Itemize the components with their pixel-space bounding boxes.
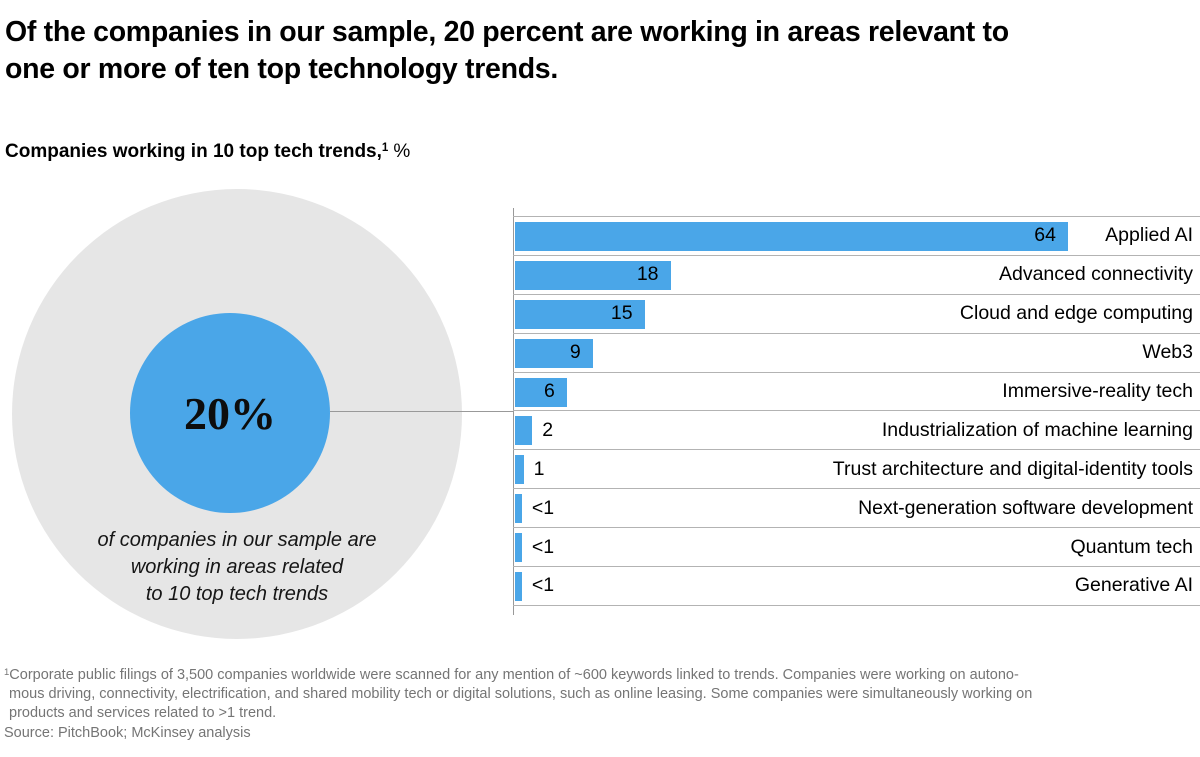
footnote-line-2: mous driving, connectivity, electrificat… xyxy=(9,686,1033,703)
bar xyxy=(515,299,645,329)
chart-row: 1 Trust architecture and digital-identity… xyxy=(513,449,1200,488)
highlight-caption: of companies in our sample are working i… xyxy=(72,527,402,608)
bar-category-label: Cloud and edge computing xyxy=(959,302,1193,325)
bar-value-label: 15 xyxy=(610,302,633,325)
bar-category-label: Advanced connectivity xyxy=(998,263,1193,286)
bar xyxy=(515,494,522,524)
bar-category-label: Immersive-reality tech xyxy=(1002,380,1193,402)
bar xyxy=(515,222,1068,251)
bar-category-label: Next-generation software development xyxy=(858,496,1193,519)
chart-row: 15 Cloud and edge computing xyxy=(513,293,1200,333)
y-axis-line xyxy=(513,208,514,615)
subtitle-unit: % xyxy=(393,141,411,162)
bar-value-label: <1 xyxy=(531,496,555,519)
footnote-line-3: products and services related to >1 tren… xyxy=(9,705,277,722)
chart-row: 64 Applied AI xyxy=(513,216,1200,255)
bar-chart: 64 Applied AI 18 Advanced connectivity 15 Clo… xyxy=(513,208,1200,615)
bar xyxy=(515,572,522,602)
chart-rows: 64 Applied AI 18 Advanced connectivity 15 Clo… xyxy=(513,216,1200,606)
bar-value-label: 6 xyxy=(543,380,555,402)
caption-line-2: working in areas related xyxy=(130,556,344,578)
bar xyxy=(515,416,533,446)
title-line-2: one or more of ten top technology trends… xyxy=(5,53,558,85)
bar-category-label: Quantum tech xyxy=(1070,535,1193,558)
bar xyxy=(515,338,593,368)
caption-line-1: of companies in our sample are xyxy=(97,529,377,551)
bar xyxy=(515,455,524,485)
chart-row: 2 Industrialization of machine learning xyxy=(513,410,1200,449)
bar xyxy=(515,533,522,563)
bar-category-label: Web3 xyxy=(1142,341,1193,364)
title-line-1: Of the companies in our sample, 20 perce… xyxy=(5,16,1009,48)
footnote: 1Corporate public filings of 3,500 compa… xyxy=(4,663,1032,743)
chart-row: <1 Quantum tech xyxy=(513,527,1200,566)
highlight-circle: 20% xyxy=(130,313,330,513)
bar-value-label: 9 xyxy=(569,341,581,364)
connector-line xyxy=(330,411,514,412)
caption-line-3: to 10 top tech trends xyxy=(145,583,329,605)
chart-subtitle: Companies working in 10 top tech trends,… xyxy=(5,141,410,163)
bar-value-label: 2 xyxy=(542,418,554,441)
bar-value-label: 18 xyxy=(636,263,659,286)
chart-row: <1 Generative AI xyxy=(513,566,1200,605)
bar-category-label: Trust architecture and digital-identity … xyxy=(832,457,1193,480)
chart-row: 6 Immersive-reality tech xyxy=(513,371,1200,411)
chart-row: 18 Advanced connectivity xyxy=(513,254,1200,294)
chart-row: 9 Web3 xyxy=(513,332,1200,372)
subtitle-footnote-marker: 1 xyxy=(381,142,389,154)
footnote-marker: 1 xyxy=(4,667,10,678)
source-line: Source: PitchBook; McKinsey analysis xyxy=(4,724,251,741)
subtitle-label: Companies working in 10 top tech trends, xyxy=(5,141,382,162)
bar-value-label: 64 xyxy=(1034,224,1056,247)
bar xyxy=(515,260,671,290)
bar xyxy=(515,377,567,407)
bar-value-label: 1 xyxy=(533,457,545,480)
bar-category-label: Applied AI xyxy=(1105,224,1193,247)
chart-row: <1 Next-generation software development xyxy=(513,488,1200,527)
bar-value-label: <1 xyxy=(531,574,555,597)
footnote-line-1: 1Corporate public filings of 3,500 compa… xyxy=(4,667,1019,683)
bar-value-label: <1 xyxy=(531,535,555,558)
bar-category-label: Generative AI xyxy=(1074,574,1193,597)
bar-category-label: Industrialization of machine learning xyxy=(881,418,1193,441)
highlight-value: 20% xyxy=(184,387,276,439)
page-title: Of the companies in our sample, 20 perce… xyxy=(5,14,1009,88)
